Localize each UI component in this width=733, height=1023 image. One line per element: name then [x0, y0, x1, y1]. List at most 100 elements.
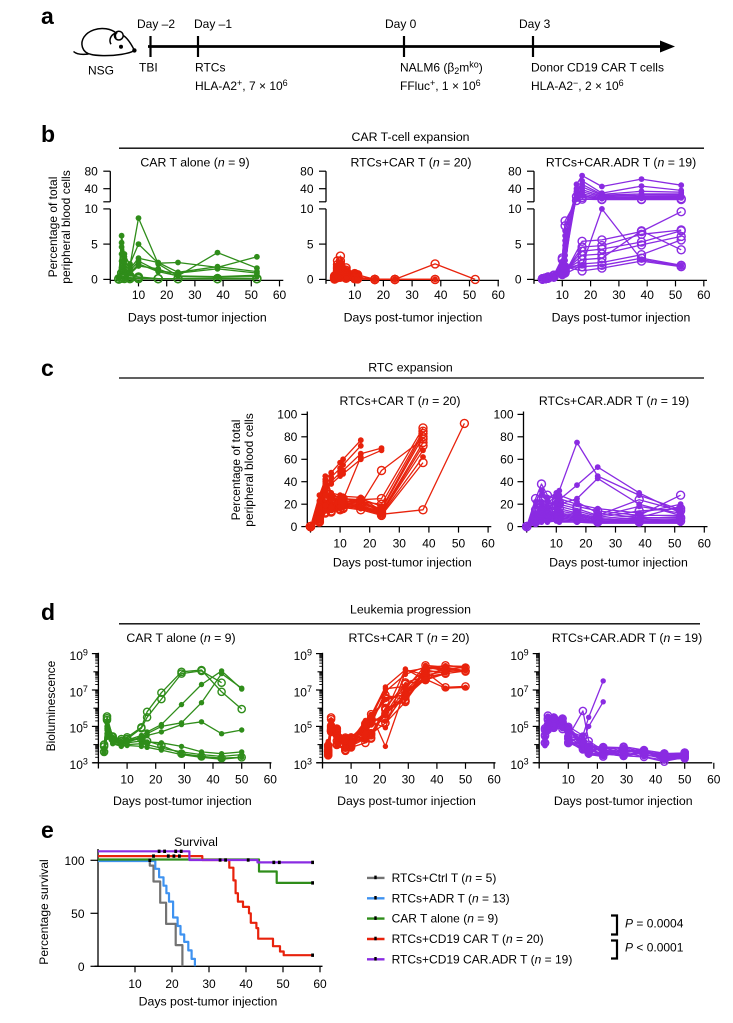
svg-text:80: 80 [84, 164, 98, 178]
svg-text:RTCs+CD19 CAR T (n = 20): RTCs+CD19 CAR T (n = 20) [392, 932, 544, 946]
svg-text:60: 60 [697, 288, 711, 302]
svg-text:Days post-tumor injection: Days post-tumor injection [344, 311, 483, 325]
svg-text:50: 50 [459, 773, 473, 787]
svg-text:Days post-tumor injection: Days post-tumor injection [337, 794, 476, 808]
svg-text:0: 0 [78, 960, 85, 974]
svg-text:Donor CD19 CAR T cells: Donor CD19 CAR T cells [531, 61, 664, 75]
svg-text:0: 0 [291, 520, 298, 534]
svg-text:Leukemia progression: Leukemia progression [350, 603, 471, 617]
svg-text:FFluc+, 1 × 106: FFluc+, 1 × 106 [400, 78, 481, 93]
svg-text:20: 20 [160, 288, 174, 302]
svg-text:20: 20 [579, 537, 593, 551]
svg-text:TBI: TBI [139, 61, 158, 75]
svg-text:10: 10 [128, 977, 142, 991]
svg-text:60: 60 [698, 537, 712, 551]
svg-text:Days post-tumor injection: Days post-tumor injection [333, 556, 472, 570]
svg-text:RTCs+CD19 CAR.ADR T (n = 19): RTCs+CD19 CAR.ADR T (n = 19) [392, 952, 573, 966]
svg-text:80: 80 [284, 430, 298, 444]
svg-text:80: 80 [300, 164, 314, 178]
svg-text:Survival: Survival [174, 835, 218, 849]
svg-text:30: 30 [405, 288, 419, 302]
svg-text:60: 60 [487, 773, 501, 787]
svg-text:60: 60 [707, 773, 721, 787]
svg-text:0: 0 [515, 273, 522, 287]
svg-text:CAR T alone (n = 9): CAR T alone (n = 9) [140, 156, 249, 170]
svg-text:Day –1: Day –1 [194, 17, 232, 31]
svg-text:50: 50 [669, 288, 683, 302]
svg-text:RTCs: RTCs [195, 61, 225, 75]
svg-text:50: 50 [678, 773, 692, 787]
svg-text:50: 50 [463, 288, 477, 302]
svg-text:P < 0.0001: P < 0.0001 [625, 941, 684, 955]
svg-text:0: 0 [507, 520, 514, 534]
svg-text:30: 30 [202, 977, 216, 991]
svg-text:RTCs+CAR T (n = 20): RTCs+CAR T (n = 20) [351, 156, 472, 170]
svg-text:50: 50 [71, 907, 85, 921]
svg-text:10: 10 [300, 202, 314, 216]
svg-text:40: 40 [284, 475, 298, 489]
svg-text:10: 10 [84, 202, 98, 216]
svg-text:CAR T alone (n = 9): CAR T alone (n = 9) [392, 912, 499, 926]
svg-text:40: 40 [508, 182, 522, 196]
svg-text:b: b [41, 121, 55, 147]
svg-text:Days post-tumor injection: Days post-tumor injection [549, 556, 688, 570]
svg-text:e: e [41, 817, 54, 843]
svg-text:0: 0 [91, 273, 98, 287]
svg-text:Day 3: Day 3 [519, 17, 551, 31]
svg-text:a: a [41, 3, 54, 29]
svg-text:30: 30 [402, 773, 416, 787]
svg-text:40: 40 [422, 537, 436, 551]
svg-text:RTCs+ADR T (n = 13): RTCs+ADR T (n = 13) [392, 891, 510, 905]
svg-text:d: d [41, 599, 55, 625]
svg-text:RTCs+CAR T (n = 20): RTCs+CAR T (n = 20) [340, 394, 461, 408]
svg-text:30: 30 [188, 288, 202, 302]
svg-text:50: 50 [668, 537, 682, 551]
svg-text:HLA-A2−, 2 × 106: HLA-A2−, 2 × 106 [531, 78, 624, 93]
svg-text:40: 40 [300, 182, 314, 196]
svg-text:RTCs+CAR T (n = 20): RTCs+CAR T (n = 20) [349, 631, 470, 645]
svg-text:Percentage of total: Percentage of total [46, 177, 60, 278]
svg-text:40: 40 [500, 475, 514, 489]
svg-text:100: 100 [277, 408, 297, 422]
svg-text:100: 100 [493, 408, 513, 422]
svg-text:10: 10 [556, 288, 570, 302]
svg-text:20: 20 [363, 537, 377, 551]
svg-text:5: 5 [307, 237, 314, 251]
svg-text:40: 40 [641, 288, 655, 302]
svg-text:60: 60 [284, 453, 298, 467]
svg-text:20: 20 [149, 773, 163, 787]
svg-text:CAR T-cell expansion: CAR T-cell expansion [351, 130, 469, 144]
svg-text:Days post-tumor injection: Days post-tumor injection [554, 794, 693, 808]
svg-text:0: 0 [307, 273, 314, 287]
svg-text:60: 60 [500, 453, 514, 467]
svg-text:30: 30 [620, 773, 634, 787]
svg-text:Days post-tumor injection: Days post-tumor injection [128, 311, 267, 325]
svg-text:60: 60 [492, 288, 506, 302]
svg-text:RTCs+CAR.ADR T (n = 19): RTCs+CAR.ADR T (n = 19) [546, 156, 696, 170]
svg-text:20: 20 [377, 288, 391, 302]
svg-text:peripheral blood cells: peripheral blood cells [242, 413, 256, 526]
svg-text:60: 60 [273, 288, 287, 302]
svg-text:20: 20 [584, 288, 598, 302]
svg-text:20: 20 [284, 497, 298, 511]
svg-text:Day 0: Day 0 [385, 17, 417, 31]
svg-text:5: 5 [515, 237, 522, 251]
svg-text:NALM6 (β2mko): NALM6 (β2mko) [400, 60, 483, 77]
svg-text:10: 10 [132, 288, 146, 302]
svg-text:P = 0.0004: P = 0.0004 [625, 917, 684, 931]
svg-text:RTCs+CAR.ADR T (n = 19): RTCs+CAR.ADR T (n = 19) [552, 631, 702, 645]
svg-text:20: 20 [591, 773, 605, 787]
svg-text:60: 60 [264, 773, 278, 787]
svg-text:20: 20 [165, 977, 179, 991]
svg-text:50: 50 [276, 977, 290, 991]
svg-text:30: 30 [612, 288, 626, 302]
svg-text:40: 40 [206, 773, 220, 787]
svg-text:Percentage survival: Percentage survival [37, 859, 51, 964]
svg-text:50: 50 [452, 537, 466, 551]
svg-text:Bioluminescence: Bioluminescence [44, 660, 58, 751]
svg-text:40: 40 [216, 288, 230, 302]
svg-text:40: 40 [430, 773, 444, 787]
svg-text:c: c [41, 355, 54, 381]
svg-text:NSG: NSG [88, 64, 114, 78]
svg-text:10: 10 [344, 773, 358, 787]
